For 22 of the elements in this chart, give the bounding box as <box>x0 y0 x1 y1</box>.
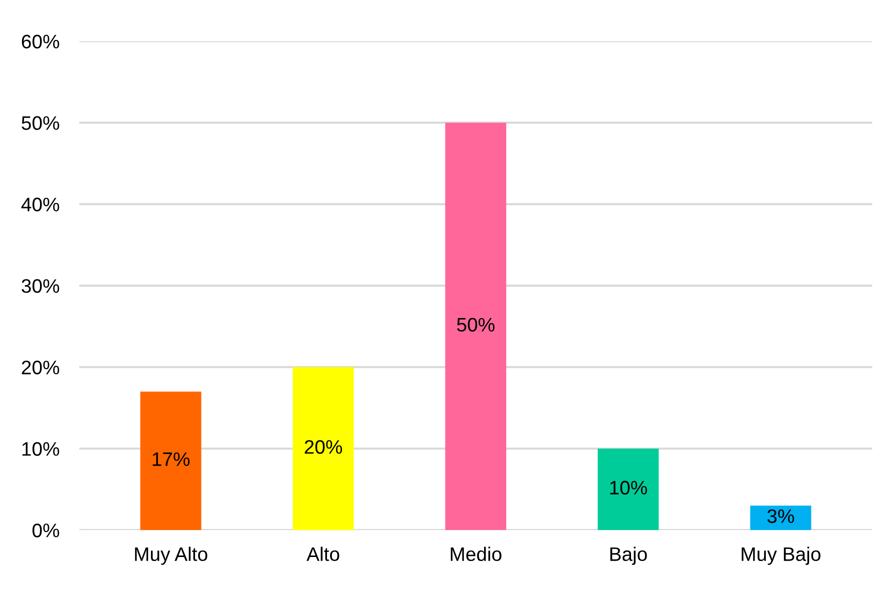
y-tick-label: 10% <box>22 442 60 456</box>
bar <box>140 392 202 530</box>
x-tick-label: Muy Alto <box>135 546 208 565</box>
y-tick-label: 40% <box>21 198 60 212</box>
data-label: 10% <box>610 480 647 495</box>
bar <box>598 448 659 530</box>
y-tick-label: 0% <box>32 524 60 538</box>
bar <box>445 122 506 530</box>
x-tick-label: Alto <box>306 546 340 562</box>
data-label: 20% <box>304 440 342 454</box>
x-tick-label: Medio <box>450 546 502 562</box>
y-tick-label: 30% <box>22 279 60 293</box>
data-label: 3% <box>767 509 794 524</box>
data-label: 17% <box>152 452 190 466</box>
bar <box>292 367 354 530</box>
y-tick-label: 60% <box>22 34 60 48</box>
data-label: 50% <box>457 318 495 332</box>
x-tick-label: Muy Bajo <box>742 546 820 565</box>
bar <box>750 506 812 530</box>
x-tick-label: Bajo <box>610 546 647 565</box>
y-tick-label: 50% <box>22 116 60 130</box>
y-tick-label: 20% <box>22 360 60 374</box>
